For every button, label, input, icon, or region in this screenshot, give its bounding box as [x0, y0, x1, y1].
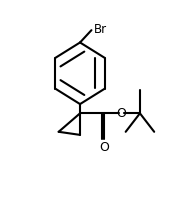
Text: O: O: [99, 141, 109, 154]
Text: Br: Br: [94, 23, 107, 36]
Text: O: O: [116, 107, 126, 120]
